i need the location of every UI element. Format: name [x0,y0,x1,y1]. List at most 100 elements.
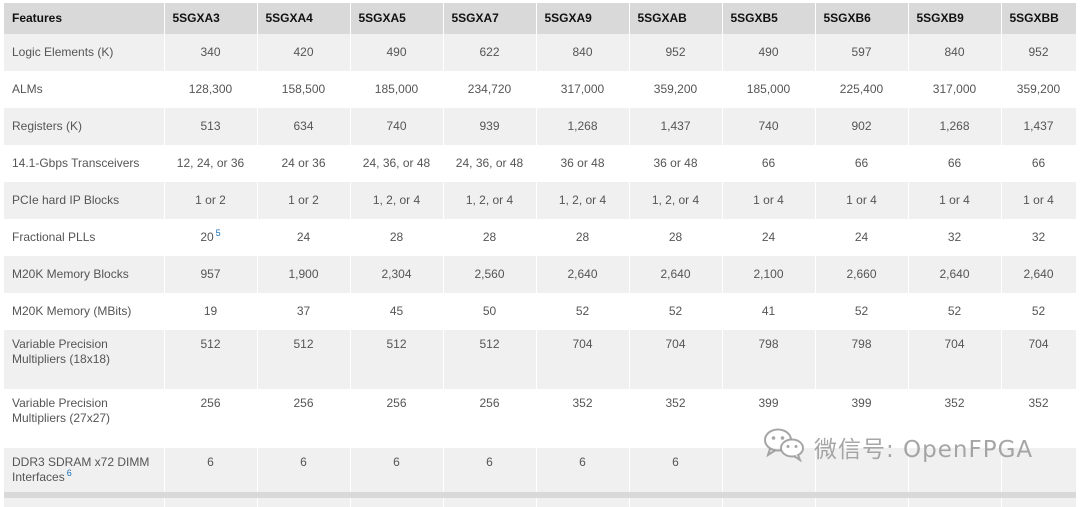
table-cell: 234,720 [443,71,537,108]
table-cell: 256 [350,389,444,448]
feature-label: DDR3 SDRAM x72 DIMM Interfaces 6 [4,448,165,507]
table-cell: 66 [1001,145,1077,182]
table-cell: 622 [443,34,537,71]
table-cell: 1 or 2 [257,182,351,219]
table-cell: 1, 2, or 4 [629,182,723,219]
table-cell: 52 [536,293,630,330]
table-cell: 2,640 [629,256,723,293]
table-cell: 798 [722,330,816,389]
table-cell: 24 [815,219,909,256]
table-cell: 28 [443,219,537,256]
table-cell: 399 [722,389,816,448]
column-header: 5SGXB9 [908,3,1002,34]
table-cell: 634 [257,108,351,145]
table-cell: 359,200 [629,71,723,108]
table-cell: 2,640 [536,256,630,293]
table-cell: 512 [443,330,537,389]
table-cell: 2,560 [443,256,537,293]
footnote-link[interactable]: 6 [66,468,72,478]
table-cell: 28 [536,219,630,256]
table-cell: 420 [257,34,351,71]
table-cell: 66 [815,145,909,182]
table-cell: 19 [164,293,258,330]
column-header: 5SGXB5 [722,3,816,34]
table-cell: 952 [629,34,723,71]
table-cell: 352 [536,389,630,448]
table-cell: 45 [350,293,444,330]
table-row: Variable Precision Multipliers (27x27) 25… [4,389,1077,448]
table-cell: 36 or 48 [536,145,630,182]
table-cell: 1,437 [1001,108,1077,145]
table-cell: 2,304 [350,256,444,293]
feature-label: Variable Precision Multipliers (18x18) [4,330,165,389]
column-header: 5SGXA3 [164,3,258,34]
table-cell: 939 [443,108,537,145]
table-cell: 1,900 [257,256,351,293]
table-cell [722,448,816,507]
table-cell: 24, 36, or 48 [350,145,444,182]
table-row: Fractional PLLs 20 5 24 28 28 28 28 24 24 32 32 [4,219,1077,256]
table-cell: 225,400 [815,71,909,108]
table-cell: 2,640 [908,256,1002,293]
table-cell: 6 [350,448,444,507]
table-cell: 1 or 2 [164,182,258,219]
table-row: DDR3 SDRAM x72 DIMM Interfaces 6 6 6 6 6 6 6 [4,448,1077,507]
table-cell: 6 [536,448,630,507]
table-cell: 352 [1001,389,1077,448]
table-cell: 317,000 [908,71,1002,108]
table-cell: 490 [350,34,444,71]
table-cell: 490 [722,34,816,71]
table-cell: 52 [908,293,1002,330]
table-cell: 1,437 [629,108,723,145]
table-cell: 256 [164,389,258,448]
table-cell [815,448,909,507]
table-cell [908,448,1002,507]
table-cell: 359,200 [1001,71,1077,108]
feature-label: Variable Precision Multipliers (27x27) [4,389,165,448]
table-cell: 2,660 [815,256,909,293]
table-cell: 957 [164,256,258,293]
table-cell: 512 [164,330,258,389]
column-header: 5SGXA7 [443,3,537,34]
column-header: 5SGXA5 [350,3,444,34]
spec-table: Features 5SGXA3 5SGXA4 5SGXA5 5SGXA7 5SG… [4,3,1077,507]
table-cell: 52 [1001,293,1077,330]
column-header: 5SGXA9 [536,3,630,34]
table-row: Registers (K) 513 634 740 939 1,268 1,437 740 90… [4,108,1077,145]
table-cell: 24 [722,219,816,256]
table-cell: 20 5 [164,219,258,256]
feature-label: Fractional PLLs [4,219,165,256]
feature-label: M20K Memory (MBits) [4,293,165,330]
table-cell: 704 [536,330,630,389]
table-cell [1001,448,1077,507]
table-cell: 36 or 48 [629,145,723,182]
table-cell: 798 [815,330,909,389]
table-cell: 6 [443,448,537,507]
feature-label: PCIe hard IP Blocks [4,182,165,219]
table-footer-strip [4,492,1076,498]
table-cell: 902 [815,108,909,145]
table-cell: 1 or 4 [722,182,816,219]
footnote-link[interactable]: 5 [215,228,221,238]
table-cell: 2,640 [1001,256,1077,293]
table-cell: 24, 36, or 48 [443,145,537,182]
table-cell: 24 or 36 [257,145,351,182]
table-cell: 340 [164,34,258,71]
table-row: Logic Elements (K) 340 420 490 622 840 952 490 5… [4,34,1077,71]
table-cell: 1, 2, or 4 [536,182,630,219]
header-row: Features 5SGXA3 5SGXA4 5SGXA5 5SGXA7 5SG… [4,3,1077,34]
table-cell: 66 [722,145,816,182]
table-cell: 704 [629,330,723,389]
table-cell: 1 or 4 [908,182,1002,219]
table-cell: 704 [908,330,1002,389]
table-cell: 52 [815,293,909,330]
table-cell: 32 [908,219,1002,256]
table-cell: 185,000 [350,71,444,108]
table-cell: 24 [257,219,351,256]
table-cell: 28 [350,219,444,256]
table-cell: 66 [908,145,1002,182]
table-cell: 6 [629,448,723,507]
table-row: ALMs 128,300 158,500 185,000 234,720 317,000 3… [4,71,1077,108]
table-cell: 128,300 [164,71,258,108]
